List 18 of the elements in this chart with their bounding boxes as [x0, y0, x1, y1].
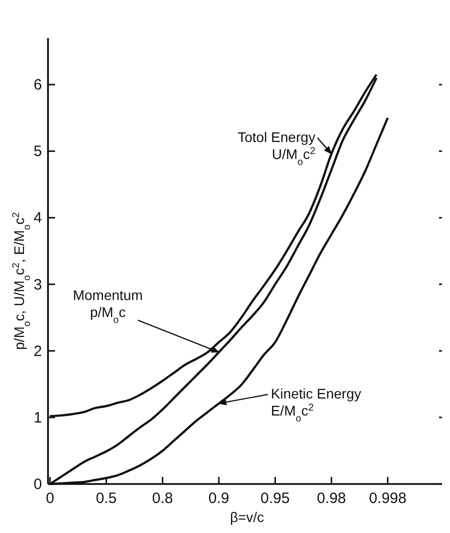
y-tick-label: 3 — [34, 276, 42, 294]
y-tick-label: 5 — [34, 143, 42, 160]
y-tick-label: 6 — [34, 76, 42, 94]
x-axis-title: β=v/c — [230, 509, 264, 525]
y-tick-label: 0 — [34, 476, 42, 493]
x-tick-label: 0.5 — [96, 490, 117, 507]
annotation: Totol Energy U/M$_{o}$c$^{2}$ — [238, 128, 316, 168]
x-tick-label: 0.8 — [152, 490, 173, 507]
y-tick-label: 1 — [34, 409, 42, 426]
x-tick-label: 0 — [46, 490, 54, 507]
x-tick-label: 0.9 — [208, 490, 230, 507]
y-tick-label: 4 — [34, 210, 42, 227]
x-tick-label: 0.98 — [316, 490, 346, 507]
y-tick-label: 2 — [34, 342, 42, 360]
annotation: Kinetic Energy E/M$_{o}$c$^{2}$ — [270, 385, 362, 424]
x-tick-label: 0.95 — [260, 490, 290, 507]
x-tick-label: 0.998 — [368, 490, 406, 507]
annotation: Momentum p/M$_{o}$c — [72, 287, 143, 326]
